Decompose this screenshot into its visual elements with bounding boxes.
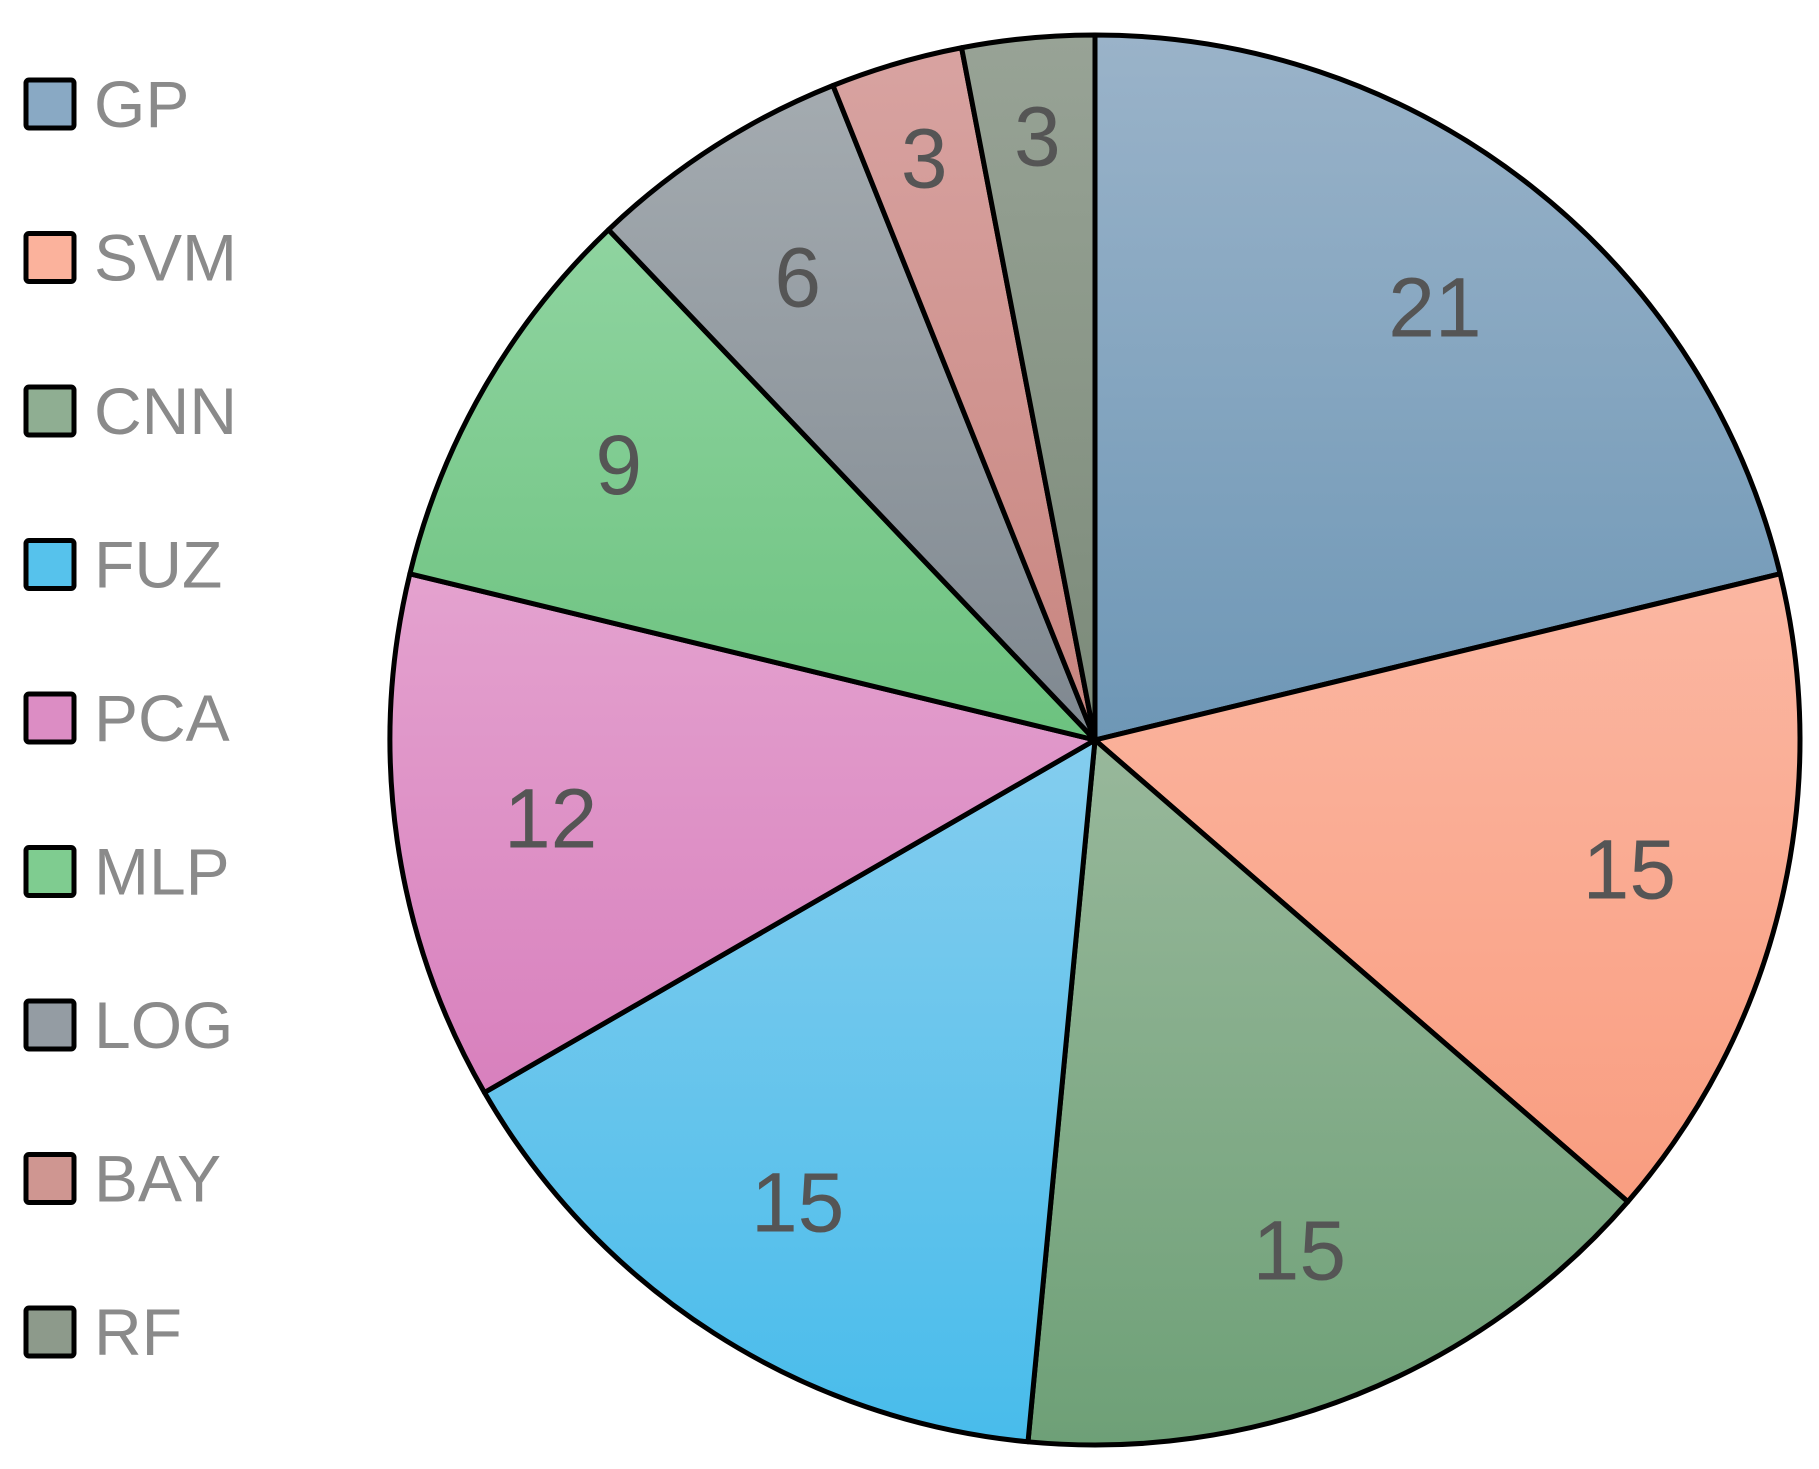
data-label-mlp: 9 [595,418,642,512]
legend-item-pca: PCA [23,681,230,755]
data-label-svm: 15 [1583,823,1676,917]
legend-label-mlp: MLP [94,835,230,909]
legend-swatch-cnn [23,384,77,438]
data-label-log: 6 [774,230,821,324]
legend-item-rf: RF [23,1295,182,1369]
legend-swatch-log [23,998,77,1052]
legend-label-gp: GP [94,67,189,141]
pie-slice-pca [387,571,1098,1095]
legend-item-mlp: MLP [23,835,230,909]
legend-swatch-rf [23,1305,77,1359]
legend-item-gp: GP [23,67,189,141]
legend-label-cnn: CNN [94,374,237,448]
pie-slice-gp [1092,32,1783,743]
legend-item-fuz: FUZ [23,528,222,602]
pie-slice-cnn [1025,737,1631,1448]
pie-slices [387,32,1803,1448]
legend-label-svm: SVM [94,221,237,295]
legend-item-svm: SVM [23,221,237,295]
legend-swatch-pca [23,691,77,745]
legend-swatch-gp [23,77,77,131]
legend-item-cnn: CNN [23,374,237,448]
pie-slice-fuz [481,737,1098,1445]
legend-swatch-fuz [23,538,77,591]
legend-label-bay: BAY [94,1142,221,1216]
pie-slice-mlp [407,227,1098,743]
legend: GP SVM CNN FUZ PCA MLP LOG BAY RF [23,67,237,1369]
legend-item-log: LOG [23,988,233,1062]
data-label-bay: 3 [901,111,948,205]
data-label-gp: 21 [1388,261,1481,355]
legend-label-pca: PCA [94,681,230,755]
legend-label-log: LOG [94,988,233,1062]
data-label-pca: 12 [504,771,597,865]
data-label-cnn: 15 [1253,1204,1346,1298]
legend-item-bay: BAY [23,1142,221,1216]
data-label-fuz: 15 [751,1156,844,1250]
data-label-rf: 3 [1014,89,1061,183]
legend-label-rf: RF [94,1295,182,1369]
legend-swatch-mlp [23,845,77,898]
legend-swatch-bay [23,1152,77,1205]
pie-slice-log [605,83,1098,743]
pie-slice-svm [1092,571,1803,1205]
legend-swatch-svm [23,231,77,284]
pie-slice-rf [959,32,1098,743]
legend-label-fuz: FUZ [94,528,222,602]
